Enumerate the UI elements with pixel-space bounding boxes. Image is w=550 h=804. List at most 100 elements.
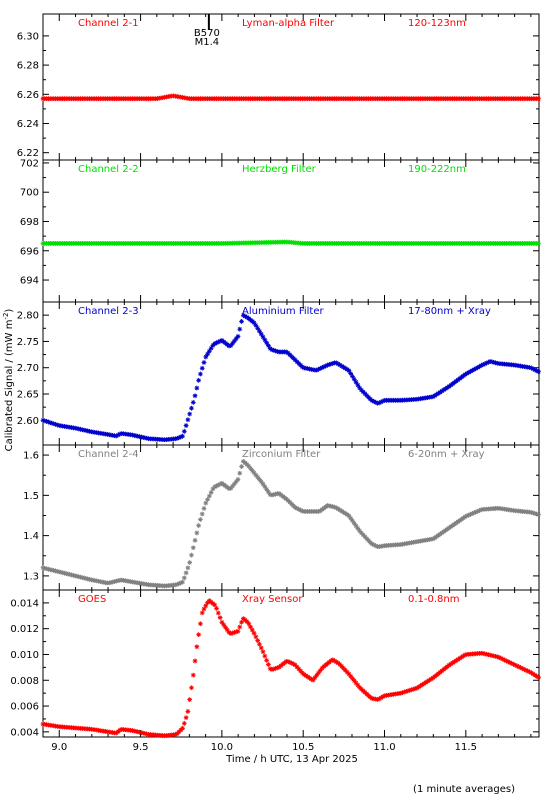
data-point <box>271 666 277 672</box>
data-point <box>291 355 296 361</box>
data-point <box>228 485 234 491</box>
data-point <box>452 659 457 665</box>
y-tick-label: 0.006 <box>10 702 39 713</box>
data-point <box>312 675 318 681</box>
data-point <box>244 619 250 624</box>
data-point <box>339 508 345 514</box>
data-point <box>194 530 200 536</box>
data-point <box>203 603 209 609</box>
data-point <box>532 672 538 678</box>
data-point <box>51 421 57 427</box>
data-point <box>319 365 325 371</box>
y-tick-label: 0.014 <box>10 598 39 609</box>
data-point <box>176 729 182 735</box>
data-point <box>310 677 316 683</box>
data-point <box>183 570 189 576</box>
data-point <box>232 630 237 635</box>
data-point <box>54 422 60 428</box>
data-point <box>534 673 540 679</box>
data-point <box>232 481 237 487</box>
data-point <box>351 678 357 684</box>
data-point <box>292 505 298 510</box>
data-point <box>248 465 253 471</box>
y-tick-label: 0.012 <box>10 624 39 635</box>
data-point <box>418 683 423 689</box>
data-point <box>362 534 368 540</box>
band-label: 0.1-0.8nm <box>408 594 460 605</box>
data-point <box>196 523 202 528</box>
data-point <box>217 338 223 344</box>
data-point <box>486 359 491 365</box>
y-tick-label: 6.28 <box>17 61 39 72</box>
data-point <box>448 661 454 667</box>
data-point <box>484 360 490 366</box>
y-tick-label: 702 <box>20 158 39 169</box>
data-point <box>525 668 531 674</box>
data-point <box>178 580 184 586</box>
data-point <box>201 606 207 612</box>
x-tick-label: 11.5 <box>455 742 477 753</box>
data-point <box>314 367 320 373</box>
data-point <box>477 364 482 369</box>
data-point <box>180 725 185 731</box>
data-point <box>528 365 534 371</box>
data-point <box>226 630 232 635</box>
channel-label: Channel 2-1 <box>78 18 139 29</box>
data-point <box>532 511 538 516</box>
y-tick-label: 2.65 <box>17 390 39 401</box>
data-point <box>208 490 214 495</box>
data-point <box>460 653 466 659</box>
data-point <box>357 684 363 690</box>
data-point <box>473 366 479 371</box>
data-point <box>205 497 210 502</box>
data-point <box>257 641 262 647</box>
data-point <box>237 470 243 476</box>
data-point <box>265 343 271 349</box>
data-point <box>258 479 264 485</box>
data-point <box>205 600 210 606</box>
data-point <box>502 657 507 663</box>
data-point <box>255 325 261 331</box>
data-point <box>527 669 532 675</box>
data-point <box>373 399 379 405</box>
y-tick-label: 1.3 <box>23 571 39 582</box>
band-label: 17-80nm + Xray <box>408 306 491 317</box>
data-point <box>366 394 371 400</box>
y-tick-label: 2.70 <box>17 363 39 374</box>
data-point <box>332 658 337 664</box>
data-point <box>425 678 431 684</box>
data-point <box>198 621 203 627</box>
data-point <box>42 418 48 424</box>
data-point <box>478 363 484 368</box>
data-point <box>414 685 420 691</box>
data-point <box>199 511 205 517</box>
data-point <box>292 662 298 668</box>
data-point <box>230 340 236 346</box>
data-point <box>348 673 354 679</box>
data-point <box>212 341 218 347</box>
data-point <box>430 394 436 400</box>
data-point <box>380 398 386 404</box>
data-point <box>453 658 459 663</box>
band-label: 190-222nm <box>408 164 466 175</box>
data-point <box>210 486 216 492</box>
data-point <box>251 470 257 476</box>
data-point <box>239 619 244 625</box>
data-point <box>360 389 366 395</box>
data-point <box>271 347 277 353</box>
data-point <box>176 435 182 441</box>
data-point <box>342 667 348 673</box>
data-point <box>468 511 473 517</box>
data-point <box>521 666 527 672</box>
data-point <box>233 336 239 342</box>
data-point <box>346 671 352 677</box>
data-point <box>296 361 302 366</box>
data-point <box>172 582 178 588</box>
data-point <box>187 560 193 565</box>
data-point <box>269 667 275 672</box>
data-point <box>319 665 325 671</box>
data-point <box>355 382 361 388</box>
data-point <box>174 582 180 587</box>
data-point <box>330 657 336 663</box>
data-point <box>235 477 241 482</box>
